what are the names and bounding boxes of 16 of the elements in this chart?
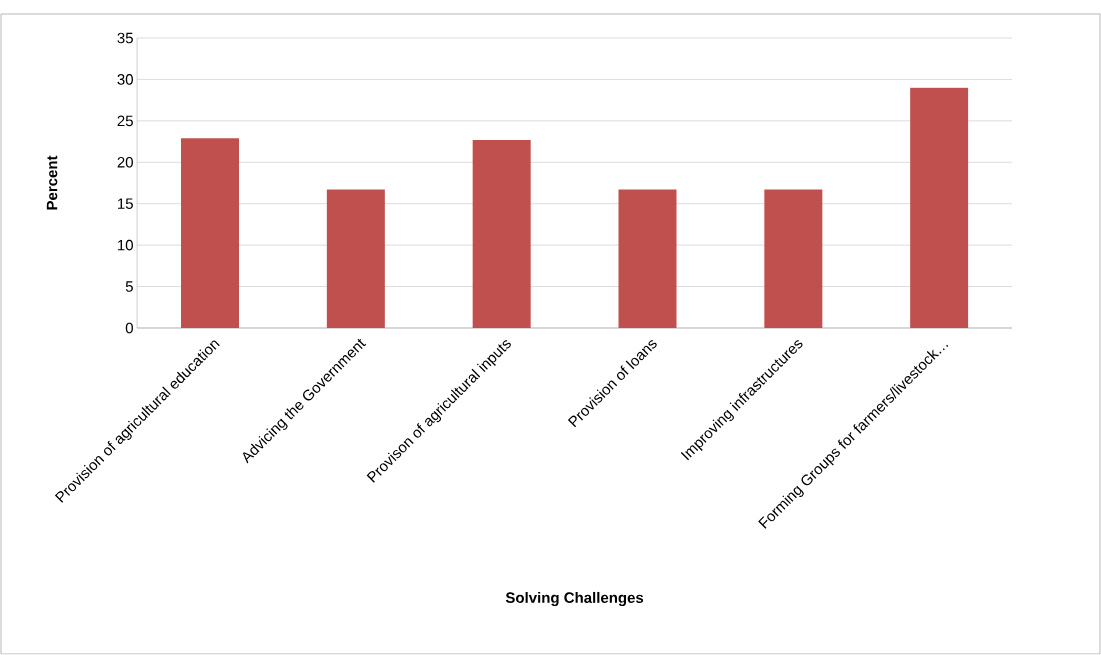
bar	[472, 139, 531, 328]
y-axis-title: Percent	[46, 155, 58, 210]
x-axis-title: Solving Challenges	[505, 591, 644, 607]
bar	[326, 189, 385, 328]
y-tick-label: 35	[117, 32, 133, 44]
y-tick-label: 10	[118, 239, 133, 251]
y-tick-label: 25	[117, 115, 133, 127]
bar	[618, 189, 677, 328]
bar	[764, 189, 823, 328]
y-tick-label: 15	[118, 198, 133, 209]
bar	[910, 87, 969, 328]
y-tick-label: 5	[125, 281, 133, 292]
y-tick-label: 30	[117, 74, 133, 85]
y-tick-label: 20	[117, 156, 133, 168]
bar	[181, 138, 240, 328]
y-tick-label: 0	[125, 322, 133, 334]
